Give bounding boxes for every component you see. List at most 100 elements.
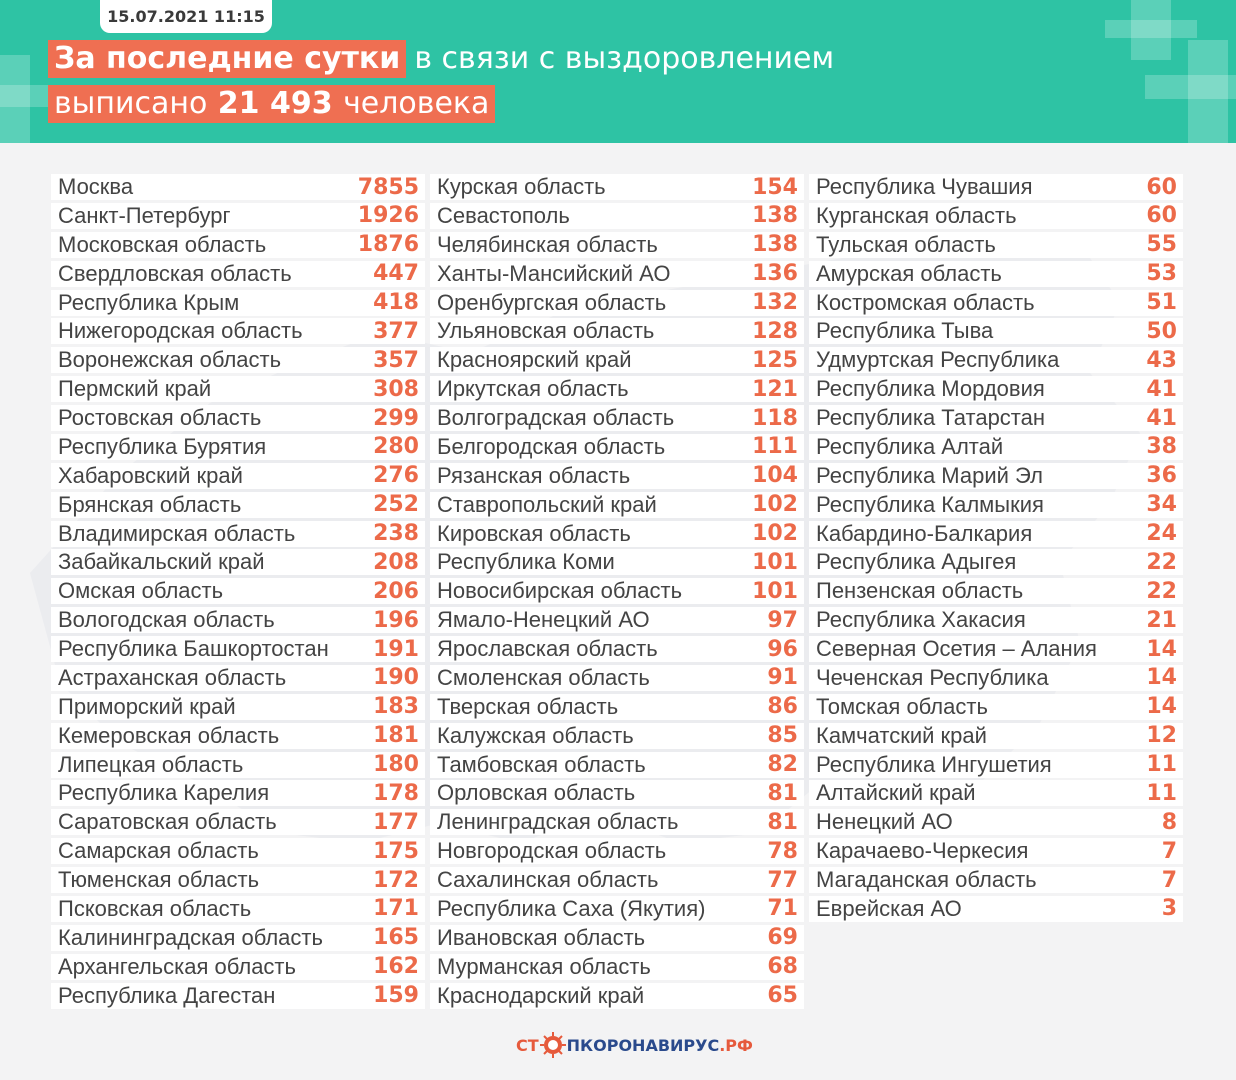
region-name: Воронежская область — [58, 347, 282, 373]
region-count: 181 — [373, 723, 419, 749]
region-name: Мурманская область — [437, 953, 651, 979]
region-name: Республика Адыгея — [816, 549, 1017, 575]
region-name: Нижегородская область — [58, 318, 303, 344]
table-row: Ярославская область 96 — [430, 636, 804, 662]
region-count: 12 — [1146, 723, 1177, 749]
plus-decoration — [1188, 40, 1228, 143]
region-name: Челябинская область — [437, 231, 658, 257]
table-row: Красноярский край 125 — [430, 347, 804, 374]
table-row: Республика Бурятия 280 — [51, 433, 425, 460]
region-count: 7 — [1161, 867, 1177, 893]
region-name: Хабаровский край — [58, 462, 243, 488]
region-name: Ивановская область — [437, 924, 646, 950]
table-row: Ленинградская область 81 — [430, 809, 804, 836]
region-name: Томская область — [816, 693, 988, 719]
region-name: Забайкальский край — [58, 549, 265, 575]
region-name: Еврейская АО — [816, 895, 962, 921]
stopcoronavirus-logo[interactable]: СТ ПКОРОНАВИРУС .РФ — [516, 1030, 753, 1060]
region-count: 85 — [767, 723, 798, 749]
table-row: Орловская область 81 — [430, 780, 804, 807]
region-name: Калужская область — [437, 722, 634, 748]
region-name: Сахалинская область — [437, 867, 659, 892]
region-name: Республика Башкортостан — [58, 636, 329, 661]
table-row: Удмуртская Республика 43 — [809, 347, 1183, 374]
region-name: Пензенская область — [816, 578, 1024, 604]
table-row: Республика Ингушетия 11 — [809, 751, 1183, 778]
region-name: Архангельская область — [58, 953, 296, 979]
region-name: Северная Осетия – Алания — [816, 636, 1097, 661]
table-row: Тюменская область 172 — [51, 867, 425, 893]
region-count: 60 — [1146, 174, 1177, 200]
region-column-2: Курская область 154 Севастополь 138 Челяби… — [430, 174, 804, 1011]
region-name: Орловская область — [437, 780, 636, 806]
table-row: Рязанская область 104 — [430, 462, 804, 489]
region-name: Удмуртская Республика — [816, 347, 1060, 373]
region-count: 136 — [752, 261, 798, 287]
table-row: Астраханская область 190 — [51, 664, 425, 691]
headline-line-2: выписано 21 493 человека — [48, 83, 496, 125]
region-count: 14 — [1146, 694, 1177, 720]
logo-text-start: СТ — [516, 1035, 539, 1055]
table-row: Кабардино-Балкария 24 — [809, 520, 1183, 547]
table-row: Республика Башкортостан 191 — [51, 636, 425, 662]
region-count: 50 — [1146, 318, 1177, 344]
region-count: 43 — [1146, 347, 1177, 373]
table-row: Республика Коми 101 — [430, 549, 804, 576]
table-row: Свердловская область 447 — [51, 260, 425, 287]
region-name: Чеченская Республика — [816, 664, 1049, 690]
header-banner: 15.07.2021 11:15 За последние сутки в св… — [0, 0, 1236, 143]
region-name: Республика Алтай — [816, 433, 1004, 459]
region-count: 41 — [1146, 405, 1177, 431]
region-count: 206 — [373, 578, 419, 604]
table-row: Калининградская область 165 — [51, 924, 425, 951]
region-count: 36 — [1146, 463, 1177, 489]
region-name: Курганская область — [816, 202, 1017, 228]
region-name: Владимирская область — [58, 520, 296, 546]
headline-highlight: За последние сутки — [48, 40, 407, 78]
region-count: 11 — [1146, 780, 1177, 806]
table-row: Ненецкий АО 8 — [809, 809, 1183, 836]
table-row: Кировская область 102 — [430, 520, 804, 547]
region-count: 101 — [752, 578, 798, 604]
headline-prefix: выписано — [54, 86, 208, 121]
table-row: Карачаево-Черкесия 7 — [809, 838, 1183, 865]
region-count: 8 — [1161, 809, 1177, 835]
region-name: Республика Марий Эл — [816, 462, 1043, 488]
region-count: 102 — [752, 492, 798, 518]
region-count: 101 — [752, 549, 798, 575]
region-name: Тульская область — [816, 231, 996, 257]
region-name: Смоленская область — [437, 664, 650, 690]
headline-line-1: За последние сутки в связи с выздоровлен… — [48, 38, 834, 80]
region-name: Республика Карелия — [58, 780, 270, 806]
plus-decoration — [0, 55, 30, 143]
region-name: Республика Тыва — [816, 318, 994, 344]
table-row: Пермский край 308 — [51, 376, 425, 403]
table-row: Кемеровская область 181 — [51, 722, 425, 749]
table-row: Архангельская область 162 — [51, 953, 425, 980]
region-count: 82 — [767, 752, 798, 777]
region-count: 191 — [373, 636, 419, 662]
table-row: Ивановская область 69 — [430, 924, 804, 951]
table-row: Томская область 14 — [809, 693, 1183, 720]
table-row: Вологодская область 196 — [51, 607, 425, 634]
region-name: Республика Коми — [437, 549, 615, 575]
region-count: 178 — [373, 780, 419, 806]
table-row: Республика Татарстан 41 — [809, 405, 1183, 431]
region-count: 34 — [1146, 492, 1177, 518]
region-count: 7855 — [357, 174, 419, 200]
region-name: Астраханская область — [58, 664, 287, 690]
region-count: 121 — [752, 376, 798, 402]
region-name: Карачаево-Черкесия — [816, 838, 1029, 864]
table-row: Смоленская область 91 — [430, 664, 804, 691]
region-count: 81 — [767, 780, 798, 806]
region-name: Республика Ингушетия — [816, 751, 1052, 777]
table-row: Забайкальский край 208 — [51, 549, 425, 576]
table-row: Псковская область 171 — [51, 895, 425, 922]
region-name: Краснодарский край — [437, 982, 645, 1008]
region-name: Москва — [58, 174, 134, 199]
plus-decoration — [0, 85, 48, 107]
region-name: Новосибирская область — [437, 578, 683, 604]
table-row: Нижегородская область 377 — [51, 318, 425, 345]
region-count: 172 — [373, 867, 419, 893]
table-row: Еврейская АО 3 — [809, 895, 1183, 922]
